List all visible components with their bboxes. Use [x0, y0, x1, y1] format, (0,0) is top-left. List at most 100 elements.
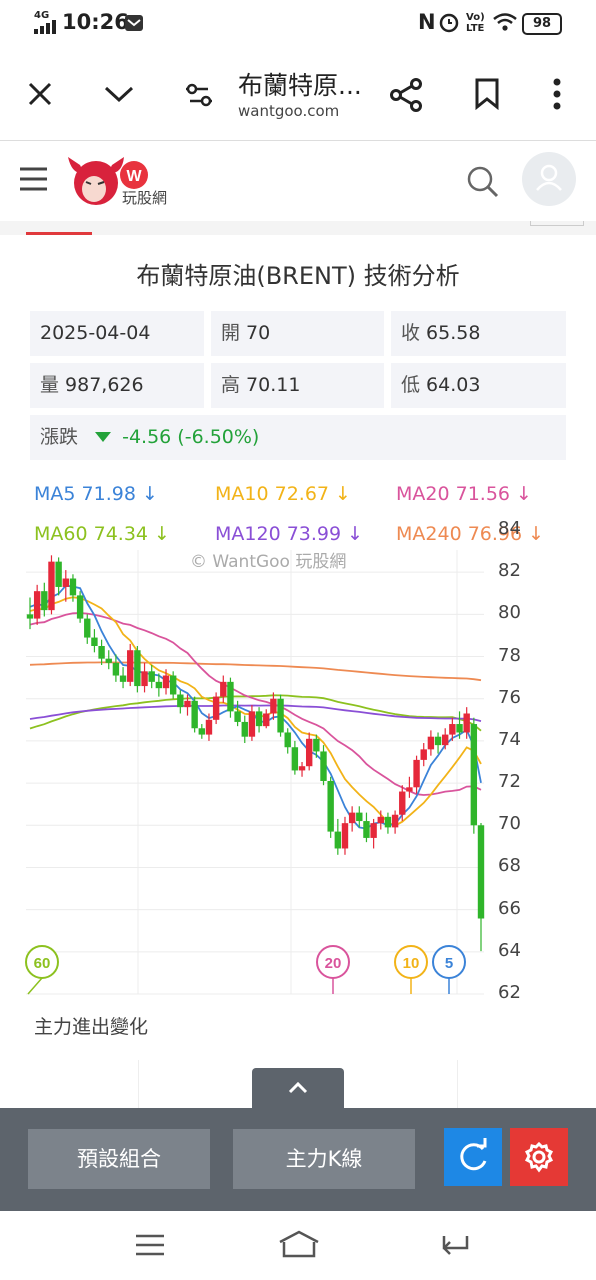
tab-strip-control[interactable]: [530, 221, 584, 226]
quote-change: 漲跌 -4.56 (-6.50%): [30, 415, 566, 460]
back-icon[interactable]: [440, 1232, 470, 1258]
quote-low: 低 64.03: [391, 363, 566, 408]
candle-body: [48, 561, 55, 611]
settings-button[interactable]: [510, 1128, 568, 1186]
candle-body: [384, 816, 392, 828]
candle-body: [427, 736, 435, 750]
candle-body: [277, 698, 284, 733]
candle-body: [320, 751, 327, 781]
candle-body: [69, 578, 77, 596]
candle-body: [155, 681, 163, 689]
browser-domain[interactable]: wantgoo.com: [238, 102, 340, 120]
candle-body: [227, 681, 234, 712]
high-value: 70.11: [246, 374, 301, 396]
tab-strip: [0, 221, 596, 235]
quote-volume: 量 987,626: [30, 363, 204, 408]
ma-marker-label: 60: [34, 955, 51, 972]
y-tick-label: 68: [498, 855, 521, 877]
ma-marker-label: 20: [325, 955, 342, 972]
low-label: 低: [401, 374, 421, 396]
ma5-line: [29, 584, 482, 830]
candle-body: [220, 681, 227, 697]
network-type: 4G: [34, 10, 50, 21]
ma10-line: [29, 596, 482, 827]
main-kline-button[interactable]: 主力K線: [233, 1129, 415, 1189]
open-label: 開: [221, 322, 241, 344]
candle-body: [298, 766, 306, 771]
candle-body: [248, 711, 256, 737]
active-tab-indicator: [26, 232, 92, 235]
candle-body: [241, 721, 248, 737]
candlestick-chart[interactable]: 60 20 10 5: [0, 540, 596, 1002]
search-icon[interactable]: [466, 165, 500, 199]
system-nav-bar: [0, 1212, 596, 1280]
candle-body: [91, 637, 98, 646]
clock: 10:26: [62, 10, 129, 34]
open-value: 70: [246, 322, 271, 344]
ma5-legend: MA5 71.98 ↓: [34, 483, 158, 505]
down-triangle-icon: [95, 432, 112, 442]
date-value: 2025-04-04: [40, 322, 151, 344]
candle-body: [477, 825, 485, 919]
bookmark-icon[interactable]: [474, 78, 500, 110]
y-tick-label: 72: [498, 771, 521, 793]
logo-text: 玩股網: [122, 189, 168, 207]
candle-body: [420, 749, 427, 760]
ma60-line: [29, 694, 482, 732]
candle-body: [119, 675, 127, 682]
grid-line: [138, 1060, 139, 1108]
candle-body: [341, 823, 349, 849]
site-settings-icon[interactable]: [184, 82, 214, 108]
candle-body: [177, 694, 184, 708]
y-tick-label: 64: [498, 939, 521, 961]
quote-date: 2025-04-04: [30, 311, 204, 356]
quote-open: 開 70: [211, 311, 384, 356]
candle-body: [377, 816, 384, 824]
browser-page-title[interactable]: 布蘭特原...: [238, 71, 362, 100]
chevron-down-icon[interactable]: [104, 84, 134, 104]
high-label: 高: [221, 374, 241, 396]
ma-marker-label: 10: [403, 955, 420, 972]
nfc-icon: N: [418, 10, 436, 34]
ma240-line: [29, 661, 482, 682]
logo-bull-icon: W: [68, 157, 148, 205]
recent-apps-icon[interactable]: [136, 1234, 164, 1256]
wantgoo-logo[interactable]: W 玩股網: [64, 151, 174, 211]
preset-combo-button[interactable]: 預設組合: [28, 1129, 210, 1189]
refresh-icon: [460, 1138, 487, 1171]
user-avatar[interactable]: [522, 152, 576, 206]
candle-body: [112, 662, 120, 676]
gear-icon: [524, 1141, 554, 1173]
watermark: © WantGoo 玩股網: [190, 552, 347, 572]
candle-body: [391, 814, 399, 828]
hamburger-menu-icon[interactable]: [20, 167, 48, 191]
volume-value: 987,626: [65, 374, 144, 396]
site-header: W 玩股網: [0, 141, 596, 222]
candle-body: [98, 646, 105, 659]
candle-body: [255, 711, 263, 727]
ma20-line: [29, 612, 482, 796]
candle-body: [406, 787, 413, 792]
quote-close: 收 65.58: [391, 311, 566, 356]
candle-body: [205, 719, 213, 735]
alarm-icon: [439, 13, 459, 33]
battery-indicator: 98: [522, 13, 562, 35]
user-icon: [536, 164, 562, 191]
volte-label: Vo) LTE: [466, 12, 485, 34]
candle-body: [305, 738, 313, 767]
y-tick-label: 74: [498, 728, 521, 750]
more-vert-icon[interactable]: [552, 78, 562, 110]
close-icon[interactable]: [28, 82, 52, 106]
candle-body: [62, 578, 69, 587]
candle-body: [55, 561, 62, 587]
share-icon[interactable]: [390, 78, 424, 112]
section-title-main-force: 主力進出變化: [34, 1016, 149, 1038]
candle-body: [456, 724, 463, 733]
ma-marker-pin: [27, 977, 43, 995]
candle-body: [26, 614, 34, 619]
ma-marker-label: 5: [445, 955, 453, 972]
refresh-button[interactable]: [444, 1128, 502, 1186]
home-icon[interactable]: [278, 1230, 320, 1258]
y-tick-label: 70: [498, 813, 521, 835]
expand-panel-button[interactable]: [252, 1068, 344, 1108]
